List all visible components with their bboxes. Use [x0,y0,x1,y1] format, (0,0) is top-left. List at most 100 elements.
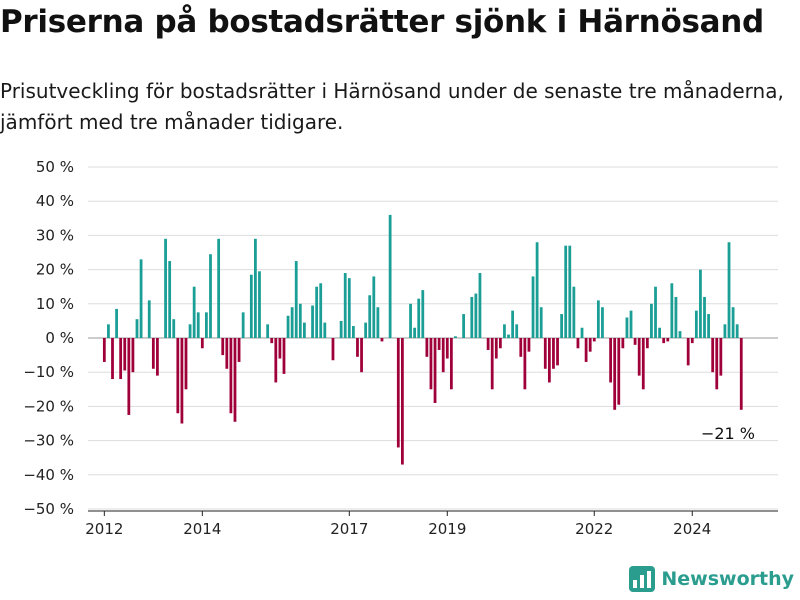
bar [184,338,188,390]
bar [727,242,731,338]
bar [707,314,710,338]
bar [254,238,257,338]
bar [221,338,225,356]
bar [531,276,535,338]
bar [168,261,172,338]
bar [686,338,690,366]
y-tick-label: 50 % [36,158,74,176]
bar [343,273,347,338]
bar [356,338,359,357]
bar [347,278,351,338]
bar [360,338,363,373]
y-axis: 50 % 40 % 30 % 20 % 10 % 0 % −10 % −20 % −30 % −4… [23,158,74,518]
bar [102,338,106,362]
bar [711,338,715,373]
bar [111,338,114,380]
bar [151,338,155,369]
y-tick-label: −50 % [23,500,74,518]
bar [225,338,229,369]
bar [470,296,474,338]
y-tick-label: −20 % [23,397,74,415]
bar [621,338,625,349]
bar [176,338,180,414]
bar [172,319,176,338]
bar [311,305,314,338]
bar [699,269,702,338]
bar [229,338,233,414]
bar [282,338,286,374]
bar [662,338,666,344]
bar [372,276,376,338]
bar [339,320,343,338]
bar-chart: 50 % 40 % 30 % 20 % 10 % 0 % −10 % −20 % −30 % −4… [23,158,778,538]
bar [613,338,617,410]
bar [576,338,580,349]
bar [294,261,298,338]
bar [380,338,384,342]
bar [486,338,490,350]
bar [543,338,547,369]
y-tick-label: 10 % [36,295,74,313]
bar [494,338,498,359]
bar [474,293,478,338]
bar [572,286,576,338]
bar [192,286,196,338]
bar [200,338,204,349]
bar [396,338,400,448]
bar [135,319,139,338]
bar [413,327,417,338]
last-value-label: −21 % [701,424,755,443]
bar [209,254,212,338]
bar [690,338,694,344]
bar [580,327,584,338]
bar [637,338,641,376]
grid-lines [88,166,778,510]
bar [233,338,237,422]
bar [290,307,294,338]
y-tick-label: 30 % [36,226,74,244]
bar [552,338,555,369]
bar [180,338,184,424]
bar [298,303,302,338]
bar [564,245,568,338]
x-tick-label: 2012 [85,520,123,538]
bar [568,245,572,338]
bar [274,338,278,383]
bar [441,338,445,373]
bar [323,322,327,338]
bar [437,338,441,350]
bar [258,271,261,338]
bar [670,283,674,338]
x-tick-label: 2017 [330,520,368,538]
bar [119,338,123,380]
bar [547,338,551,383]
bar [319,283,323,338]
bar [556,338,559,366]
bar [735,324,739,338]
bar [352,326,355,338]
bar [188,324,192,338]
bar [503,324,506,338]
bar [703,296,706,338]
bar [241,312,245,338]
bar [739,338,743,410]
bar [560,314,563,338]
bar [633,338,637,345]
bar [723,324,727,338]
y-tick-label: 40 % [36,192,74,210]
bar [217,238,221,338]
bar [205,312,208,338]
bar [445,338,449,359]
bar [625,317,629,338]
y-tick-label: 20 % [36,261,74,279]
bar [535,242,539,338]
bar [650,303,653,338]
bar [237,338,241,362]
bar [715,338,719,390]
bar [139,259,143,338]
chart-subtitle: Prisutveckling för bostadsrätter i Härnö… [0,79,784,134]
bar [694,310,698,338]
y-tick-label: −10 % [23,363,74,381]
x-tick-label: 2014 [183,520,221,538]
bar [588,338,592,352]
